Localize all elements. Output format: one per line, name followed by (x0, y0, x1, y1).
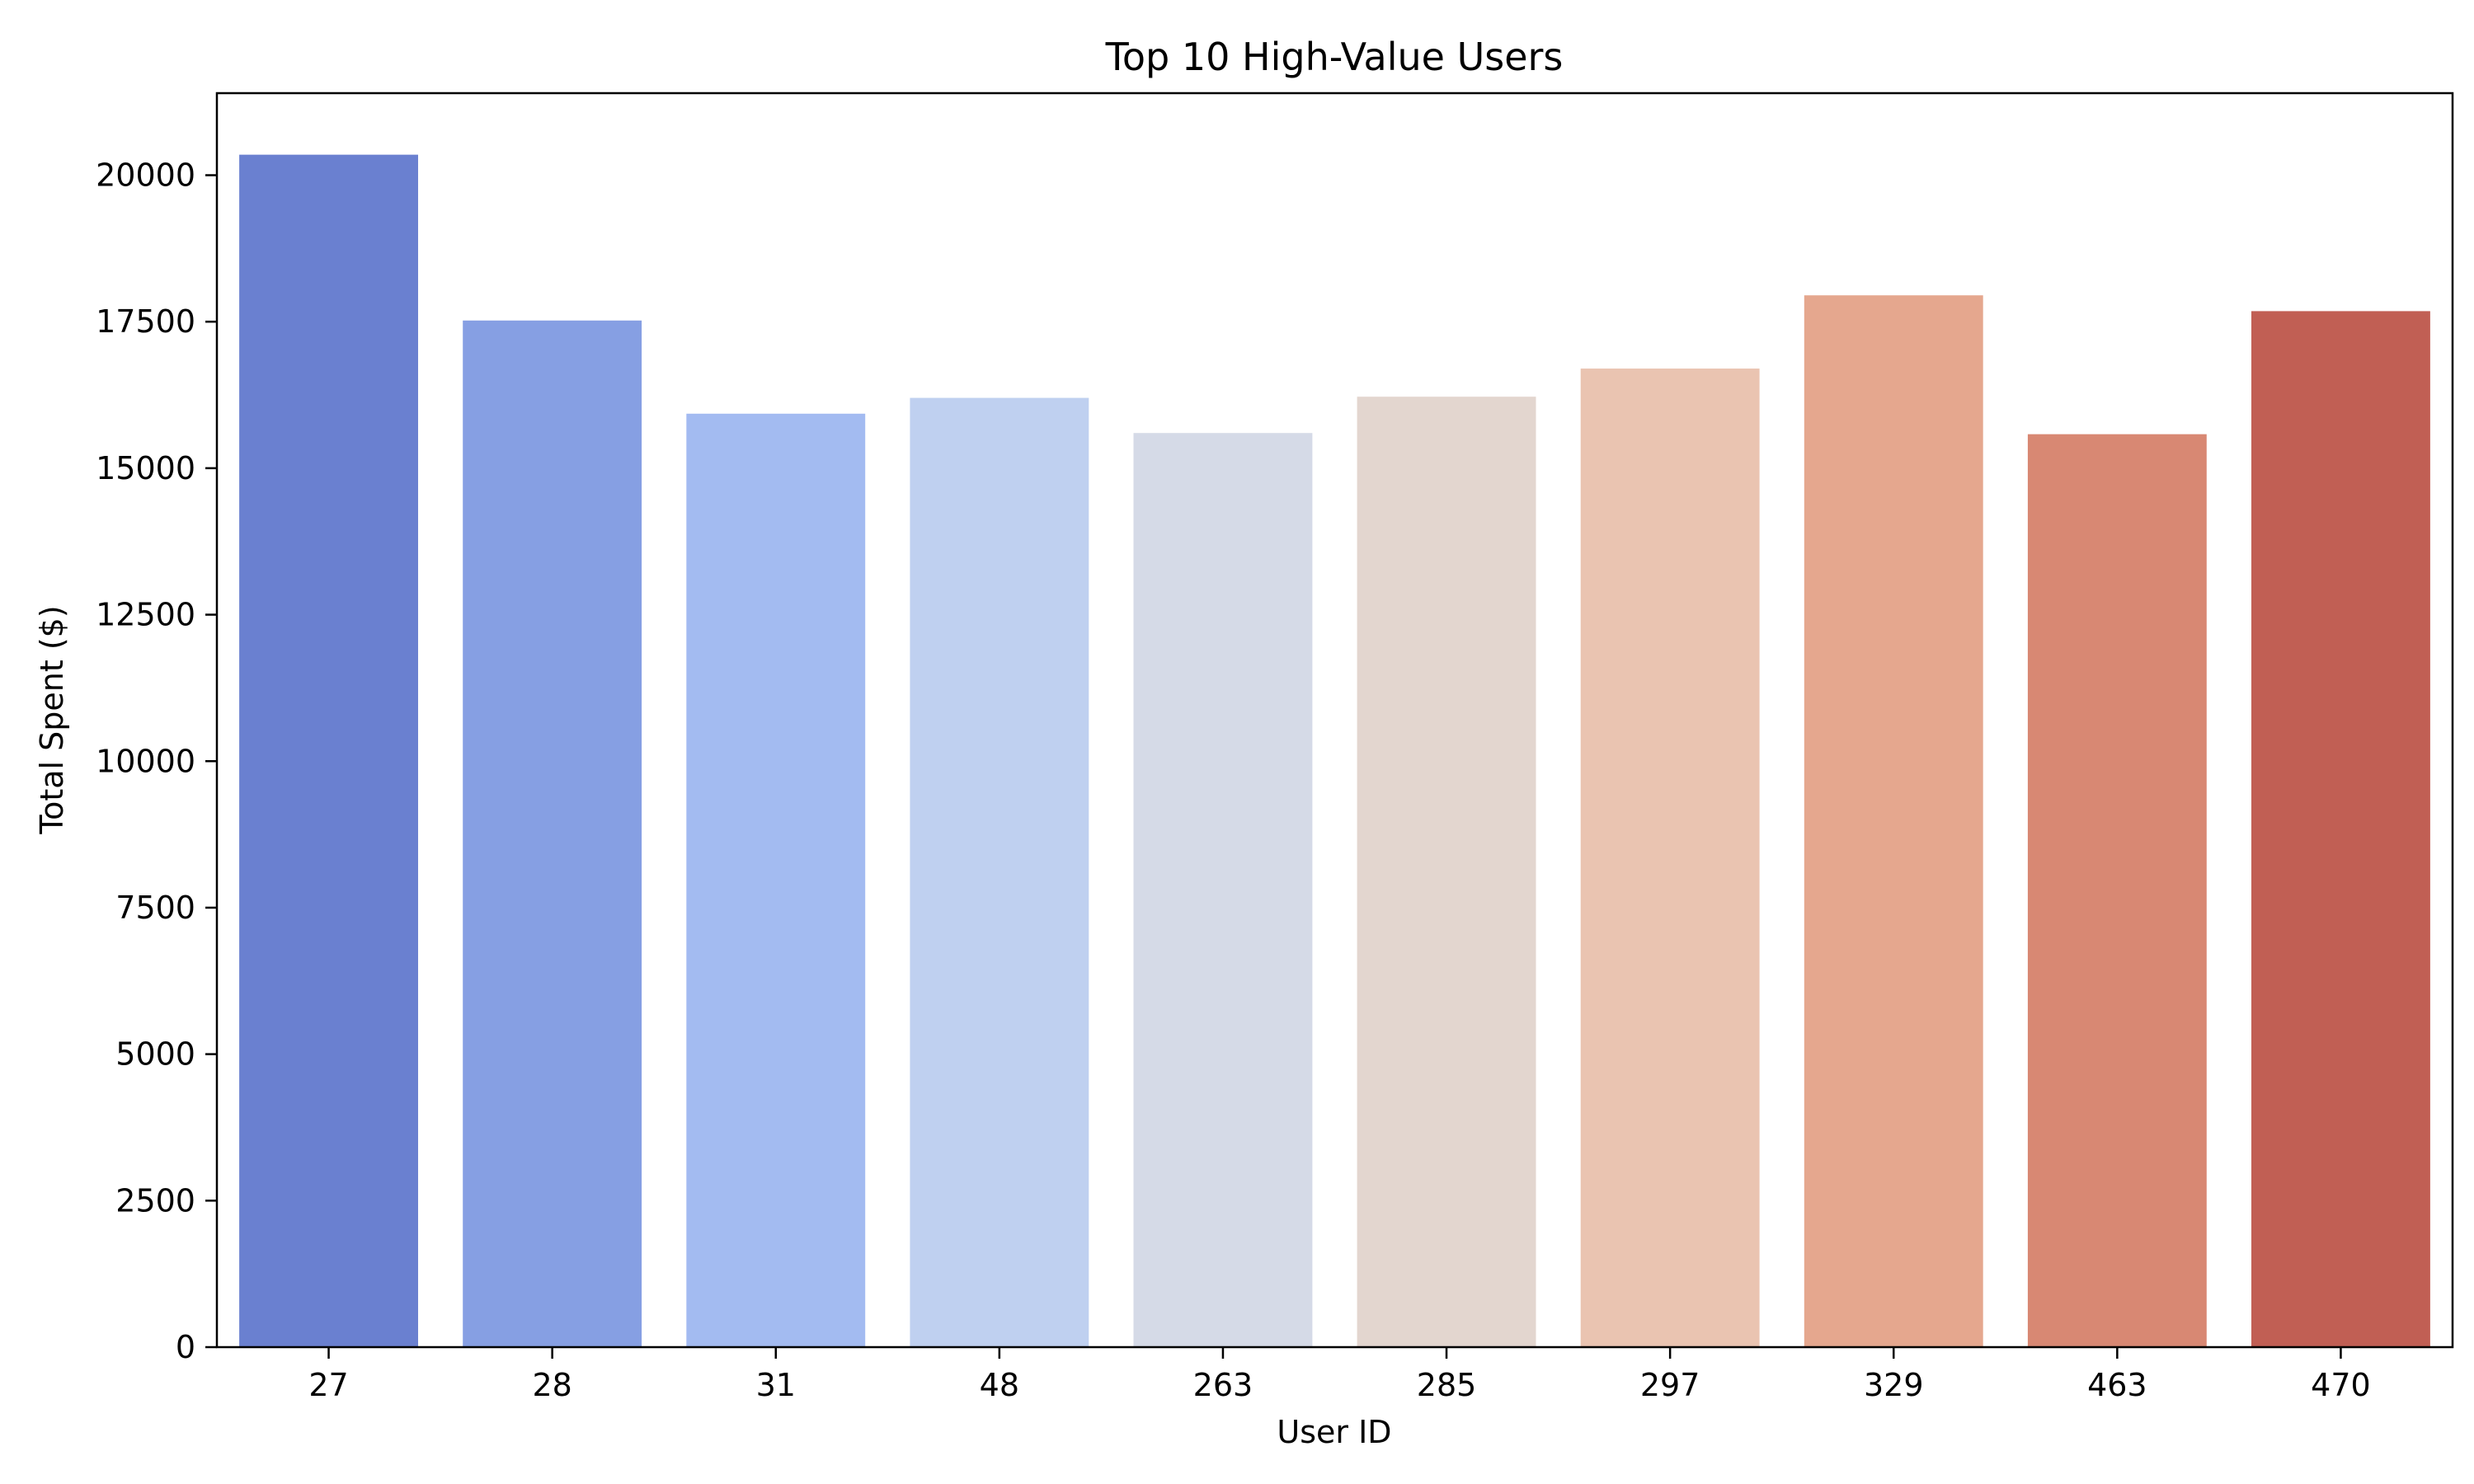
y-tick-label: 20000 (96, 157, 195, 194)
bar-user-329 (1804, 295, 1983, 1347)
x-tick-label: 285 (1417, 1367, 1477, 1403)
x-tick-label: 463 (2087, 1367, 2147, 1403)
bar-user-297 (1580, 369, 1760, 1347)
y-tick-label: 2500 (115, 1182, 195, 1219)
x-tick-label: 27 (308, 1367, 348, 1403)
x-tick-label: 297 (1640, 1367, 1700, 1403)
x-tick-label: 470 (2311, 1367, 2371, 1403)
bar-user-263 (1133, 433, 1313, 1347)
plot-frame (215, 92, 2454, 1349)
x-tick-label: 31 (756, 1367, 796, 1403)
bar-user-28 (463, 320, 642, 1348)
y-tick-label: 17500 (96, 303, 195, 340)
x-axis-ticks: 27 28 31 48 263 285 297 329 463 470 (308, 1347, 2371, 1403)
y-tick-label: 7500 (115, 890, 195, 926)
y-axis-label: Total Spent ($) (34, 605, 70, 834)
bar-user-27 (239, 154, 418, 1347)
x-tick-label: 329 (1864, 1367, 1924, 1403)
bars-layer (239, 154, 2430, 1348)
bar-user-470 (2251, 311, 2430, 1347)
chart-title: Top 10 High-Value Users (1105, 35, 1564, 79)
y-tick-label: 10000 (96, 743, 195, 779)
x-tick-label: 263 (1193, 1367, 1253, 1403)
bar-user-285 (1357, 397, 1536, 1348)
y-axis-ticks: 0 2500 5000 7500 10000 12500 15000 17500 20000 (96, 157, 217, 1365)
y-tick-label: 12500 (96, 597, 195, 633)
bar-user-463 (2027, 434, 2207, 1347)
x-tick-label: 28 (532, 1367, 571, 1403)
y-tick-label: 0 (176, 1329, 195, 1365)
bar-user-31 (686, 413, 866, 1348)
y-tick-label: 15000 (96, 450, 195, 486)
x-axis-label: User ID (1277, 1414, 1391, 1450)
bar-user-48 (910, 397, 1089, 1348)
y-tick-label: 5000 (115, 1036, 195, 1073)
x-tick-label: 48 (980, 1367, 1019, 1403)
